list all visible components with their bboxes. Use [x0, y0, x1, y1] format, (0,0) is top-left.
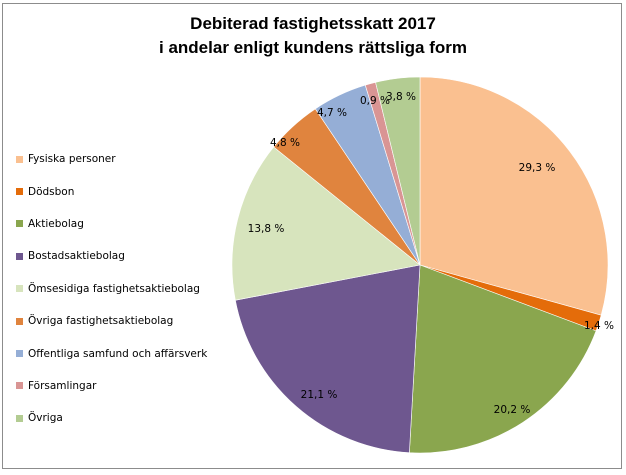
legend-swatch — [16, 188, 23, 196]
legend-swatch — [16, 382, 23, 390]
legend-swatch — [16, 414, 23, 422]
legend-item: Församlingar — [16, 370, 207, 402]
data-label-5: 4,8 % — [270, 137, 300, 149]
legend-label: Församlingar — [28, 379, 97, 392]
legend-item: Aktiebolag — [16, 208, 207, 240]
chart-title-line-2: i andelar enligt kundens rättsliga form — [159, 38, 467, 57]
data-label-6: 4,7 % — [317, 107, 347, 119]
legend-label: Dödsbon — [28, 185, 75, 198]
legend-item: Fysiska personer — [16, 143, 207, 175]
pie-slice-0 — [419, 76, 609, 316]
legend-item: Dödsbon — [16, 175, 207, 207]
legend-swatch — [16, 155, 23, 163]
legend-label: Aktiebolag — [28, 217, 84, 230]
data-label-4: 13,8 % — [248, 223, 285, 235]
chart-frame — [2, 3, 622, 469]
legend-label: Övriga — [28, 412, 63, 425]
legend-label: Ömsesidiga fastighetsaktiebolag — [28, 282, 200, 295]
data-label-1: 1,4 % — [584, 320, 614, 332]
legend-label: Bostadsaktiebolag — [28, 250, 125, 263]
pie-slice-2 — [409, 264, 597, 454]
data-label-7: 0,9 % — [360, 95, 390, 107]
data-label-8: 3,8 % — [386, 91, 416, 103]
legend-item: Övriga — [16, 402, 207, 434]
legend-item: Bostadsaktiebolag — [16, 240, 207, 272]
legend-swatch — [16, 317, 23, 325]
legend-swatch — [16, 285, 23, 293]
chart-title-line-1: Debiterad fastighetsskatt 2017 — [190, 14, 436, 33]
legend-swatch — [16, 252, 23, 260]
pie-slice-8 — [375, 76, 421, 266]
legend-swatch — [16, 220, 23, 228]
legend-label: Fysiska personer — [28, 153, 116, 166]
data-label-3: 21,1 % — [301, 389, 338, 401]
legend-label: Övriga fastighetsaktiebolag — [28, 315, 174, 328]
pie-slice-3 — [234, 264, 421, 454]
legend-item: Ömsesidiga fastighetsaktiebolag — [16, 273, 207, 305]
legend-item: Övriga fastighetsaktiebolag — [16, 305, 207, 337]
pie-slice-4 — [231, 146, 421, 301]
legend: Fysiska personer Dödsbon Aktiebolag Bostads… — [16, 143, 207, 435]
data-label-0: 29,3 % — [519, 162, 556, 174]
legend-item: Offentliga samfund och affärsverk — [16, 337, 207, 369]
legend-swatch — [16, 350, 23, 358]
legend-label: Offentliga samfund och affärsverk — [28, 347, 208, 360]
data-label-2: 20,2 % — [494, 404, 531, 416]
